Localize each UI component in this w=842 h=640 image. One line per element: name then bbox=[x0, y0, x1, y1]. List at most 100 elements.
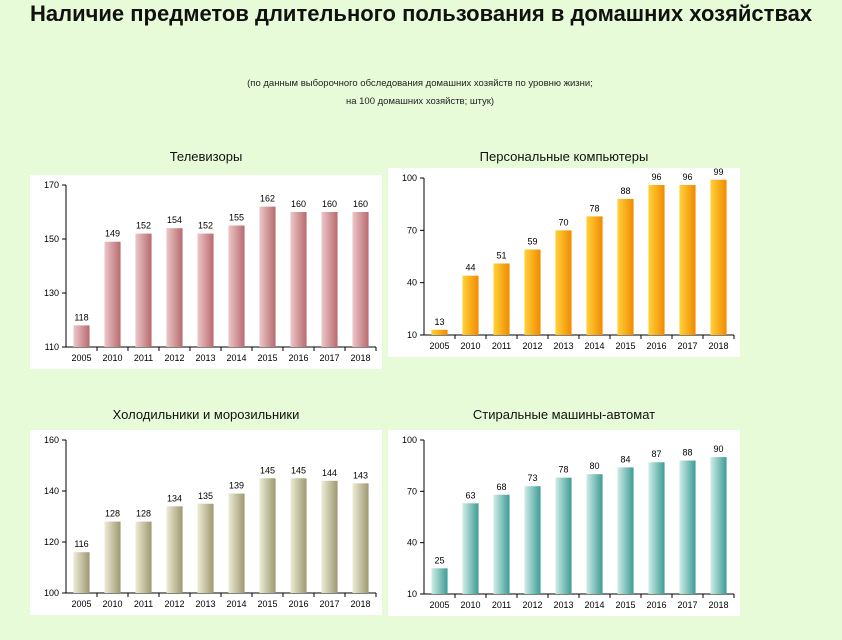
bar bbox=[555, 230, 572, 335]
x-tick-label: 2011 bbox=[134, 353, 153, 363]
data-label: 44 bbox=[465, 263, 475, 273]
x-tick-label: 2017 bbox=[319, 599, 339, 609]
bar bbox=[462, 503, 479, 594]
x-tick-label: 2012 bbox=[164, 599, 184, 609]
y-tick-label: 120 bbox=[44, 537, 59, 547]
x-tick-label: 2012 bbox=[522, 600, 542, 610]
chart-panel-washer: 10 40 70 100 25 2005 63 2010 68 2011 73 2012 78 2013 8… bbox=[388, 430, 740, 616]
chart-title-tv: Телевизоры bbox=[169, 149, 243, 164]
data-label: 128 bbox=[136, 509, 151, 519]
x-tick-label: 2014 bbox=[584, 341, 604, 351]
chart-pc: 10 40 70 100 13 2005 44 2010 51 2011 59 2012 70 2013 7… bbox=[402, 168, 735, 351]
y-tick-label: 70 bbox=[407, 225, 417, 235]
data-label: 51 bbox=[496, 250, 506, 260]
data-label: 160 bbox=[353, 199, 368, 209]
bar bbox=[197, 233, 214, 347]
x-tick-label: 2018 bbox=[350, 353, 370, 363]
data-label: 144 bbox=[322, 468, 337, 478]
bar bbox=[104, 521, 121, 593]
x-tick-label: 2012 bbox=[522, 341, 542, 351]
data-label: 155 bbox=[229, 213, 244, 223]
bar bbox=[104, 241, 121, 347]
bar bbox=[462, 275, 479, 335]
data-label: 25 bbox=[434, 555, 444, 565]
data-label: 152 bbox=[136, 221, 151, 231]
bar bbox=[617, 198, 634, 335]
data-label: 99 bbox=[713, 168, 723, 177]
x-tick-label: 2015 bbox=[615, 600, 635, 610]
x-tick-label: 2010 bbox=[460, 600, 480, 610]
data-label: 13 bbox=[434, 317, 444, 327]
y-tick-label: 10 bbox=[407, 589, 417, 599]
x-tick-label: 2013 bbox=[195, 599, 215, 609]
bar bbox=[228, 493, 245, 593]
subtitle-line-1: (по данным выборочного обследования дома… bbox=[247, 78, 593, 89]
chart-title-pc: Персональные компьютеры bbox=[479, 149, 649, 164]
bar bbox=[166, 506, 183, 593]
data-label: 145 bbox=[291, 465, 306, 475]
chart-panel-tv: 110 130 150 170 118 2005 149 2010 152 2011 154 2012… bbox=[30, 175, 382, 369]
chart-panel-pc: 10 40 70 100 13 2005 44 2010 51 2011 59 2012 70 2013 7… bbox=[388, 168, 740, 357]
y-tick-label: 100 bbox=[402, 435, 417, 445]
data-label: 68 bbox=[496, 482, 506, 492]
x-tick-label: 2005 bbox=[71, 599, 91, 609]
bar bbox=[710, 457, 727, 594]
data-label: 80 bbox=[589, 461, 599, 471]
bar bbox=[73, 552, 90, 593]
bar bbox=[555, 477, 572, 594]
bar bbox=[259, 206, 276, 347]
data-label: 145 bbox=[260, 465, 275, 475]
y-tick-label: 140 bbox=[44, 486, 59, 496]
data-label: 118 bbox=[74, 312, 88, 322]
bar bbox=[524, 486, 541, 594]
bar bbox=[135, 233, 152, 347]
y-tick-label: 100 bbox=[44, 588, 59, 598]
data-label: 88 bbox=[620, 186, 630, 196]
y-tick-label: 40 bbox=[407, 538, 417, 548]
bar bbox=[135, 521, 152, 593]
x-tick-label: 2018 bbox=[350, 599, 370, 609]
data-label: 78 bbox=[558, 465, 568, 475]
x-tick-label: 2013 bbox=[195, 353, 215, 363]
bar bbox=[431, 329, 448, 335]
bar bbox=[73, 325, 90, 347]
x-tick-label: 2014 bbox=[584, 600, 604, 610]
y-tick-label: 160 bbox=[44, 435, 59, 445]
x-tick-label: 2010 bbox=[102, 599, 122, 609]
x-tick-label: 2005 bbox=[429, 341, 449, 351]
bar bbox=[524, 249, 541, 335]
data-label: 152 bbox=[198, 221, 213, 231]
x-tick-label: 2013 bbox=[553, 600, 573, 610]
data-label: 87 bbox=[651, 449, 661, 459]
bar bbox=[352, 483, 369, 593]
bar bbox=[166, 228, 183, 347]
y-tick-label: 70 bbox=[407, 486, 417, 496]
x-tick-label: 2018 bbox=[708, 600, 728, 610]
data-label: 154 bbox=[167, 215, 182, 225]
x-tick-label: 2005 bbox=[429, 600, 449, 610]
x-tick-label: 2017 bbox=[677, 600, 697, 610]
x-tick-label: 2016 bbox=[646, 600, 666, 610]
x-tick-label: 2013 bbox=[553, 341, 573, 351]
bar bbox=[710, 179, 727, 335]
y-tick-label: 130 bbox=[44, 288, 59, 298]
data-label: 84 bbox=[620, 454, 630, 464]
bar bbox=[679, 184, 696, 335]
y-tick-label: 100 bbox=[402, 173, 417, 183]
bar bbox=[321, 212, 338, 347]
x-tick-label: 2016 bbox=[646, 341, 666, 351]
data-label: 63 bbox=[465, 490, 475, 500]
y-tick-label: 10 bbox=[407, 330, 417, 340]
data-label: 160 bbox=[291, 199, 306, 209]
bar bbox=[259, 478, 276, 593]
data-label: 90 bbox=[713, 444, 723, 454]
x-tick-label: 2015 bbox=[257, 599, 277, 609]
chart-tv: 110 130 150 170 118 2005 149 2010 152 2011 154 2012… bbox=[44, 180, 377, 363]
bar bbox=[290, 478, 307, 593]
data-label: 135 bbox=[198, 491, 213, 501]
x-tick-label: 2017 bbox=[319, 353, 339, 363]
bar bbox=[352, 212, 369, 347]
x-tick-label: 2016 bbox=[288, 353, 308, 363]
bar bbox=[493, 263, 510, 335]
bar bbox=[586, 216, 603, 335]
